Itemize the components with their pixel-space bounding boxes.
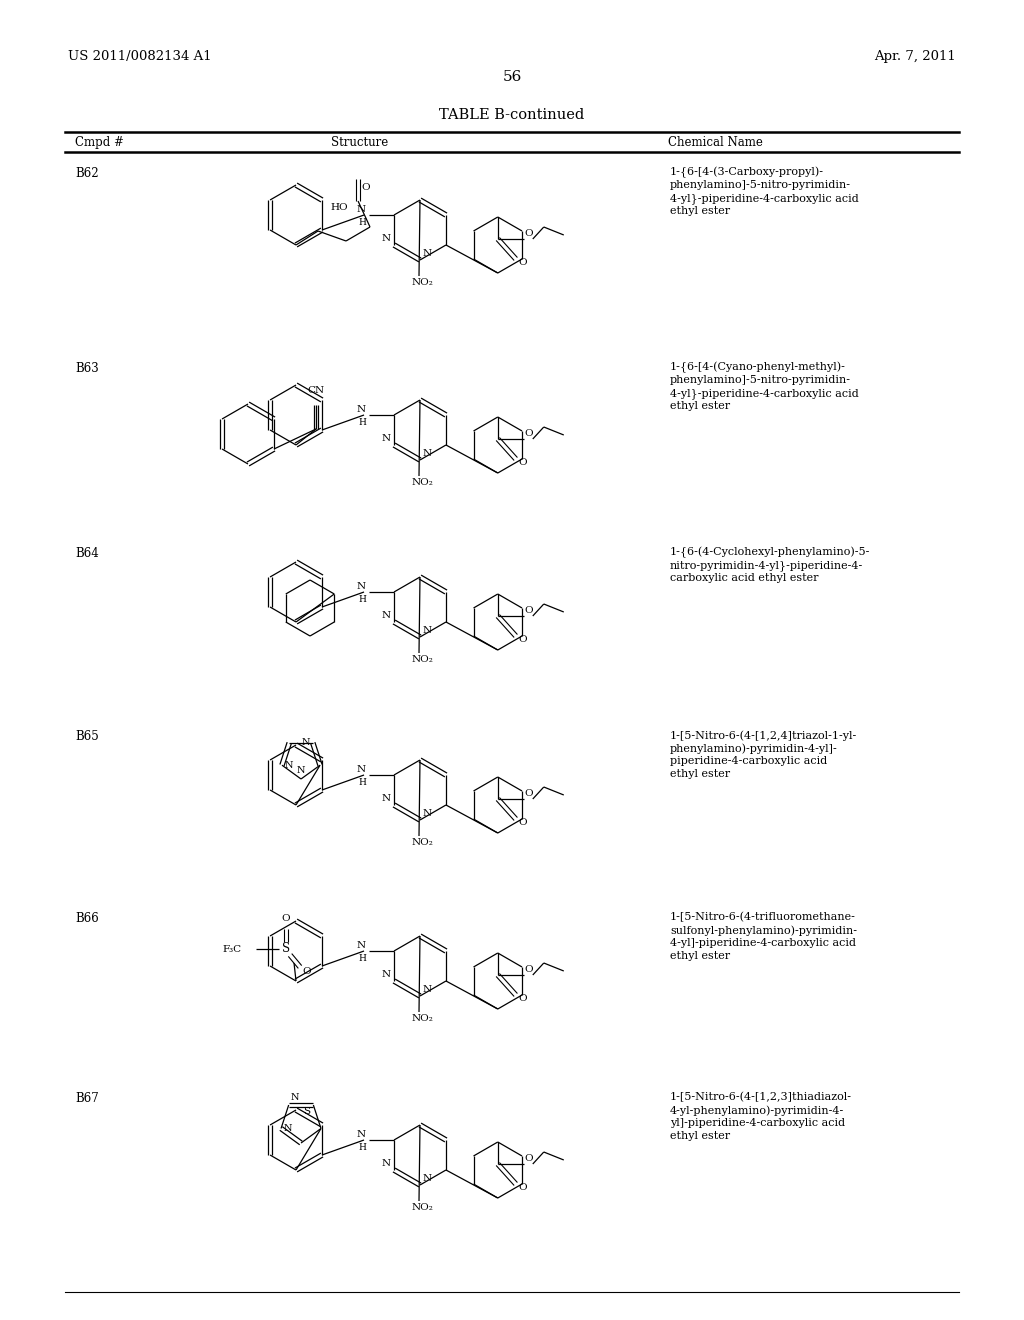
Text: N: N (423, 1173, 432, 1183)
Text: yl]-piperidine-4-carboxylic acid: yl]-piperidine-4-carboxylic acid (670, 1118, 845, 1129)
Text: N: N (357, 205, 366, 214)
Text: O: O (302, 968, 310, 975)
Text: carboxylic acid ethyl ester: carboxylic acid ethyl ester (670, 573, 818, 583)
Text: O: O (519, 994, 527, 1003)
Text: H: H (358, 218, 366, 227)
Text: piperidine-4-carboxylic acid: piperidine-4-carboxylic acid (670, 756, 827, 766)
Text: N: N (357, 582, 366, 591)
Text: N: N (291, 1093, 299, 1102)
Text: Chemical Name: Chemical Name (668, 136, 763, 149)
Text: US 2011/0082134 A1: US 2011/0082134 A1 (68, 50, 212, 63)
Text: B63: B63 (75, 362, 98, 375)
Text: ethyl ester: ethyl ester (670, 401, 730, 411)
Text: 1-[5-Nitro-6-(4-[1,2,4]triazol-1-yl-: 1-[5-Nitro-6-(4-[1,2,4]triazol-1-yl- (670, 730, 857, 741)
Text: 4-yl}-piperidine-4-carboxylic acid: 4-yl}-piperidine-4-carboxylic acid (670, 193, 859, 203)
Text: H: H (358, 418, 366, 426)
Text: Structure: Structure (332, 136, 389, 149)
Text: O: O (519, 635, 527, 644)
Text: N: N (423, 809, 432, 818)
Text: H: H (358, 777, 366, 787)
Text: N: N (382, 434, 391, 444)
Text: O: O (524, 1154, 534, 1163)
Text: O: O (524, 965, 534, 974)
Text: 1-[5-Nitro-6-(4-[1,2,3]thiadiazol-: 1-[5-Nitro-6-(4-[1,2,3]thiadiazol- (670, 1092, 852, 1102)
Text: N: N (382, 611, 391, 620)
Text: H: H (358, 595, 366, 605)
Text: TABLE B-continued: TABLE B-continued (439, 108, 585, 121)
Text: S: S (303, 1107, 310, 1115)
Text: B66: B66 (75, 912, 98, 925)
Text: N: N (423, 985, 432, 994)
Text: N: N (423, 626, 432, 635)
Text: N: N (382, 795, 391, 803)
Text: N: N (301, 738, 310, 747)
Text: B64: B64 (75, 546, 98, 560)
Text: F₃C: F₃C (223, 945, 242, 953)
Text: H: H (358, 954, 366, 964)
Text: CN: CN (307, 385, 325, 395)
Text: O: O (282, 913, 291, 923)
Text: N: N (357, 405, 366, 414)
Text: N: N (382, 234, 391, 243)
Text: H: H (358, 1143, 366, 1152)
Text: NO₂: NO₂ (412, 279, 434, 286)
Text: O: O (519, 818, 527, 828)
Text: N: N (357, 1130, 366, 1139)
Text: NO₂: NO₂ (412, 655, 434, 664)
Text: 1-{6-[4-(Cyano-phenyl-methyl)-: 1-{6-[4-(Cyano-phenyl-methyl)- (670, 362, 846, 374)
Text: O: O (524, 789, 534, 799)
Text: O: O (519, 458, 527, 467)
Text: phenylamino)-pyrimidin-4-yl]-: phenylamino)-pyrimidin-4-yl]- (670, 743, 838, 754)
Text: 1-{6-[4-(3-Carboxy-propyl)-: 1-{6-[4-(3-Carboxy-propyl)- (670, 168, 824, 178)
Text: Apr. 7, 2011: Apr. 7, 2011 (874, 50, 956, 63)
Text: N: N (297, 766, 305, 775)
Text: B65: B65 (75, 730, 98, 743)
Text: sulfonyl-phenylamino)-pyrimidin-: sulfonyl-phenylamino)-pyrimidin- (670, 925, 857, 936)
Text: ethyl ester: ethyl ester (670, 770, 730, 779)
Text: 4-yl}-piperidine-4-carboxylic acid: 4-yl}-piperidine-4-carboxylic acid (670, 388, 859, 399)
Text: O: O (519, 1183, 527, 1192)
Text: 56: 56 (503, 70, 521, 84)
Text: O: O (524, 429, 534, 438)
Text: NO₂: NO₂ (412, 1014, 434, 1023)
Text: 4-yl-phenylamino)-pyrimidin-4-: 4-yl-phenylamino)-pyrimidin-4- (670, 1105, 844, 1115)
Text: B62: B62 (75, 168, 98, 180)
Text: NO₂: NO₂ (412, 1203, 434, 1212)
Text: N: N (285, 760, 294, 770)
Text: N: N (382, 970, 391, 979)
Text: N: N (357, 941, 366, 950)
Text: 4-yl]-piperidine-4-carboxylic acid: 4-yl]-piperidine-4-carboxylic acid (670, 939, 856, 948)
Text: ethyl ester: ethyl ester (670, 950, 730, 961)
Text: Cmpd #: Cmpd # (75, 136, 124, 149)
Text: O: O (519, 257, 527, 267)
Text: N: N (382, 1159, 391, 1168)
Text: N: N (357, 766, 366, 774)
Text: S: S (282, 942, 290, 956)
Text: HO: HO (330, 203, 347, 213)
Text: NO₂: NO₂ (412, 838, 434, 847)
Text: N: N (284, 1125, 293, 1133)
Text: O: O (524, 606, 534, 615)
Text: 1-{6-(4-Cyclohexyl-phenylamino)-5-: 1-{6-(4-Cyclohexyl-phenylamino)-5- (670, 546, 870, 558)
Text: B67: B67 (75, 1092, 98, 1105)
Text: nitro-pyrimidin-4-yl}-piperidine-4-: nitro-pyrimidin-4-yl}-piperidine-4- (670, 560, 863, 570)
Text: N: N (423, 249, 432, 257)
Text: 1-[5-Nitro-6-(4-trifluoromethane-: 1-[5-Nitro-6-(4-trifluoromethane- (670, 912, 856, 923)
Text: phenylamino]-5-nitro-pyrimidin-: phenylamino]-5-nitro-pyrimidin- (670, 180, 851, 190)
Text: N: N (423, 449, 432, 458)
Text: phenylamino]-5-nitro-pyrimidin-: phenylamino]-5-nitro-pyrimidin- (670, 375, 851, 385)
Text: ethyl ester: ethyl ester (670, 1131, 730, 1140)
Text: NO₂: NO₂ (412, 478, 434, 487)
Text: O: O (524, 228, 534, 238)
Text: ethyl ester: ethyl ester (670, 206, 730, 216)
Text: O: O (361, 182, 370, 191)
